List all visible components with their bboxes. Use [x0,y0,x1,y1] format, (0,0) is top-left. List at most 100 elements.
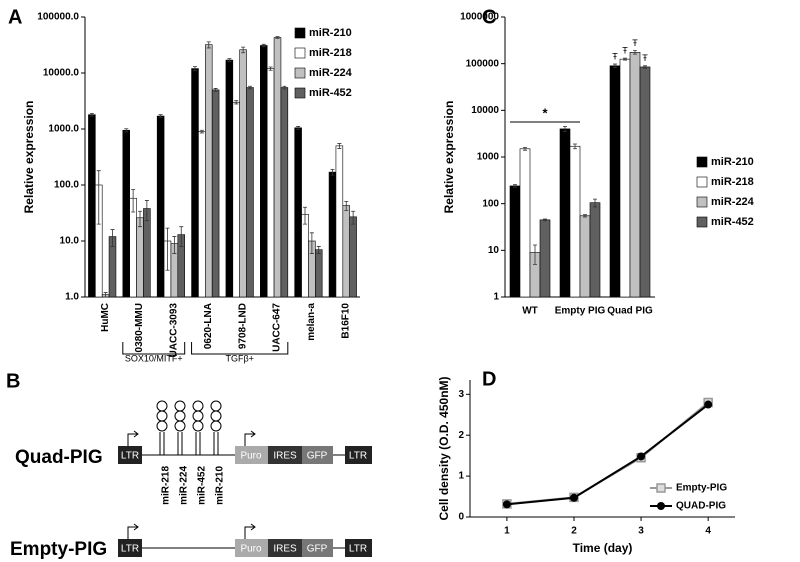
error-bar [583,214,587,218]
error-bar [179,226,184,247]
error-bar [268,66,273,71]
bar [122,129,130,298]
error-bar [165,227,170,271]
promoter-arrow [127,523,139,539]
y-tick-label: 100000 [466,58,500,69]
x-tick-label: 4 [705,526,711,537]
bar [191,68,199,298]
ltr-box [345,446,372,464]
bar [639,66,651,298]
error-bar [344,200,349,211]
error-bar [96,170,101,225]
y-tick-label: 1.0 [65,292,79,303]
group-label: SOX10/MITF+ [125,353,183,363]
mir-label: miR-224 [179,466,190,505]
line [506,403,709,506]
legend-label: miR-218 [309,47,352,59]
legend-swatch [294,47,306,59]
error-bar [199,129,204,134]
promoter-arrow [244,430,256,446]
bar-marker: Ŧ [642,53,648,63]
error-bar [533,244,537,265]
legend-label: Empty-PIG [676,483,727,494]
y-tick-label: 1000.0 [48,124,79,135]
error-bar [241,46,246,54]
error-bar [330,168,335,176]
x-tick-label: 1 [504,526,510,537]
legend-swatch [696,216,708,228]
ltr-box [118,539,142,557]
element-label: LTR [349,451,367,462]
error-bar [158,114,163,118]
bar [579,215,591,298]
construct-name: Empty-PIG [10,539,107,560]
legend-label: miR-218 [711,176,754,188]
element-label: Puro [240,544,262,555]
bar [342,205,350,298]
error-bar [282,85,287,90]
error-bar [543,218,547,222]
point [637,452,646,461]
panel-label: B [6,370,20,392]
bar [232,101,240,298]
legend-label: miR-452 [711,216,754,228]
bar [266,68,275,298]
mir-label: miR-210 [215,466,226,505]
element-label: IRES [273,544,297,555]
error-bar [613,63,617,69]
error-bar [316,246,321,254]
ires-box [268,446,302,464]
error-bar [172,236,177,254]
error-bar [593,198,597,208]
construct-name: Quad-PIG [15,447,103,468]
panel-label: C [482,6,496,28]
legend-label: miR-224 [309,67,353,79]
bar [280,87,289,298]
bar [301,213,309,298]
element-label: GFP [307,451,328,462]
group-bracket [191,342,289,355]
y-tick-label: 100.0 [54,180,79,191]
bar [328,171,337,298]
x-tick-label: Empty PIG [555,306,606,317]
error-bar [261,43,266,48]
error-bar [131,189,136,213]
y-tick-label: 100 [482,198,499,209]
error-bar [309,232,314,254]
puro-box [235,539,268,557]
x-tick-label: 9708-LND [237,303,248,349]
x-tick-label: 3 [638,526,644,537]
point [502,500,511,509]
legend-label: miR-452 [309,87,352,99]
bar [260,45,268,298]
y-tick-label: 10000.0 [43,68,80,79]
legend-label: miR-210 [309,27,352,39]
bar [294,127,302,298]
legend-swatch [696,196,708,208]
group-label: TGFβ+ [225,353,253,363]
y-tick-label: 2 [458,430,464,441]
bar [143,208,151,298]
y-tick-label: 10000 [471,105,499,116]
x-tick-label: UACC-3093 [169,303,180,358]
error-bar [563,126,567,133]
error-bar [351,210,356,225]
y-tick-label: 1000 [477,152,500,163]
x-tick-label: UACC-647 [272,303,283,352]
legend-label: QUAD-PIG [676,501,726,512]
x-tick-label: melan-a [306,303,317,341]
x-tick-label: WT [522,306,538,317]
bar [88,114,96,298]
y-tick-label: 1 [458,471,464,482]
error-bar [623,57,627,61]
x-tick-label: Quad PIG [607,306,653,317]
bar [589,202,601,298]
legend-marker [657,502,665,510]
bar [509,185,521,298]
error-bar [213,88,218,92]
x-tick-label: 2 [571,526,577,537]
bar [239,49,247,298]
element-label: LTR [121,544,139,555]
y-tick-label: 1000000 [460,12,499,23]
bar [211,89,220,298]
